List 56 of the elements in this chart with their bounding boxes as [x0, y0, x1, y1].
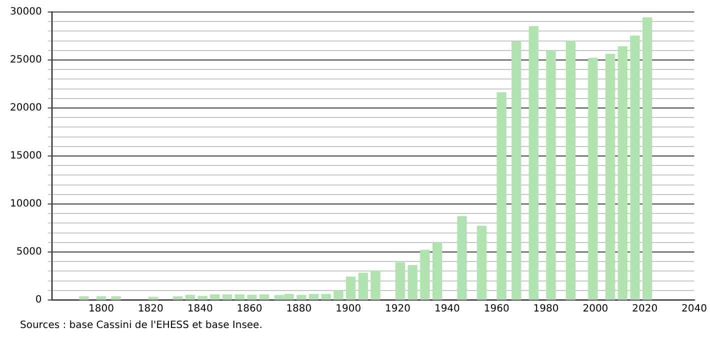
bar: [370, 270, 380, 300]
y-tick-label: 0: [35, 294, 42, 306]
x-tick-label: 2040: [682, 304, 707, 315]
bar: [321, 294, 331, 300]
bar: [358, 272, 368, 300]
bar: [148, 296, 158, 300]
y-tick-label: 15000: [10, 150, 42, 162]
bar: [259, 294, 270, 300]
bar: [476, 226, 487, 300]
bar: [308, 294, 319, 300]
x-tick-label: 2020: [632, 304, 658, 315]
bar: [630, 36, 640, 300]
x-tick-label: 1980: [533, 304, 559, 315]
bar: [222, 294, 232, 300]
x-tick-label: 1860: [236, 304, 262, 315]
bar: [79, 296, 89, 300]
bar: [605, 54, 616, 300]
x-tick-label: 1900: [336, 304, 362, 315]
bar: [642, 17, 652, 300]
source-note: Sources : base Cassini de l'EHESS et base Insee.: [20, 320, 264, 331]
x-tick-label: 1920: [385, 304, 410, 315]
x-tick-label: 1820: [138, 304, 164, 315]
bar: [408, 265, 418, 300]
bar: [96, 296, 106, 300]
bar: [247, 294, 257, 300]
x-tick-label: 1880: [286, 304, 312, 315]
y-tick-label: 20000: [10, 102, 42, 114]
bar: [546, 50, 556, 300]
bar: [512, 41, 522, 300]
bar: [334, 291, 344, 300]
bar: [198, 296, 208, 300]
x-tick-label: 1960: [484, 304, 510, 315]
bar: [346, 276, 356, 300]
bar: [528, 26, 538, 300]
bar: [432, 242, 442, 300]
bar: [234, 294, 244, 300]
y-tick-label: 5000: [16, 246, 42, 258]
bar: [566, 40, 576, 300]
bar: [395, 262, 406, 300]
x-tick-label: 2000: [582, 304, 608, 315]
bar: [420, 250, 430, 300]
y-tick-label: 30000: [10, 6, 42, 18]
x-tick-label: 1940: [434, 304, 460, 315]
y-tick-label: 10000: [10, 198, 42, 210]
x-tick-label: 1800: [88, 304, 114, 315]
bar: [210, 294, 220, 300]
bar: [618, 46, 628, 300]
bar: [588, 58, 598, 300]
bar: [457, 216, 467, 300]
bar: [173, 296, 183, 300]
bar: [496, 92, 506, 300]
bar: [296, 294, 306, 300]
bar: [111, 296, 121, 300]
bar: [185, 294, 196, 300]
x-tick-label: 1840: [187, 304, 213, 315]
y-tick-label: 25000: [10, 54, 42, 66]
